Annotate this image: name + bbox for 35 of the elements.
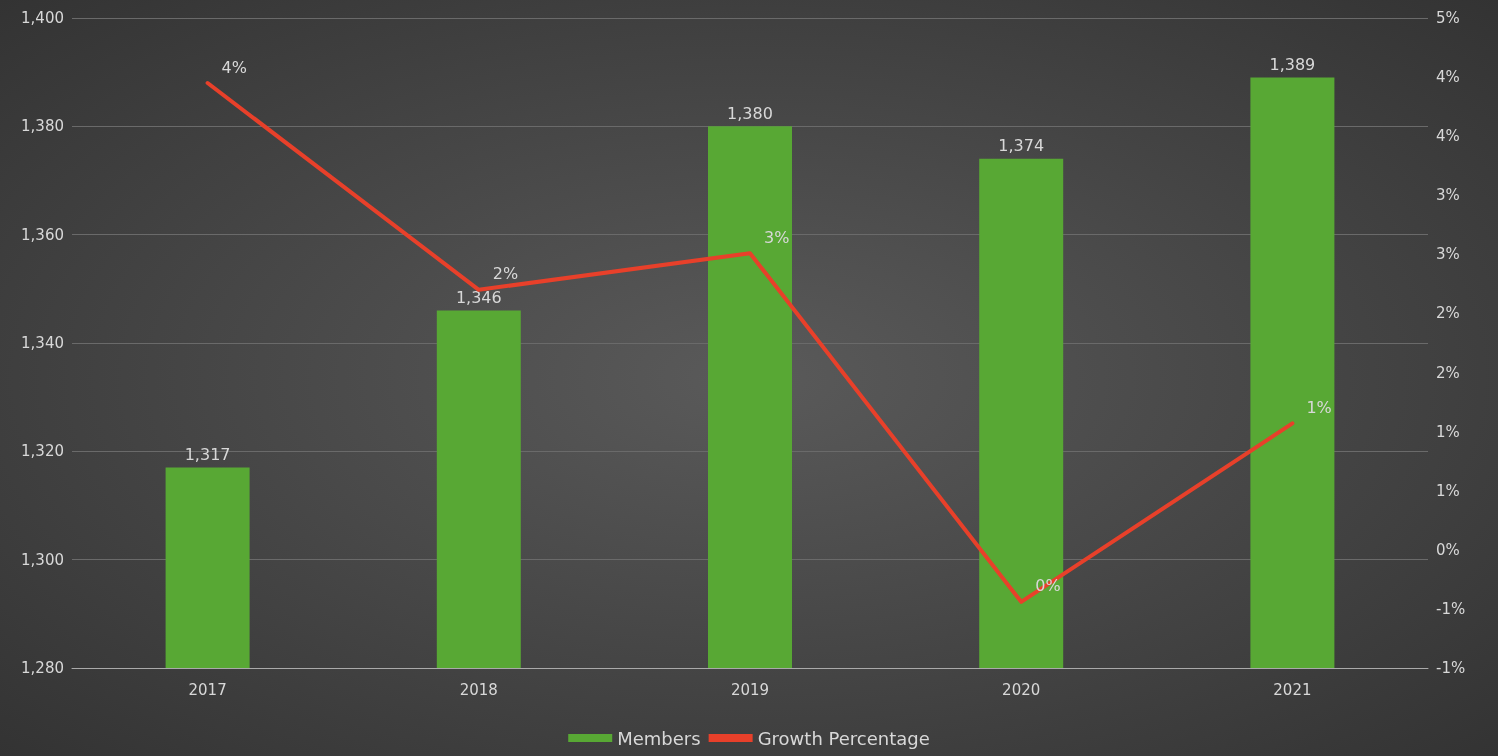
y-tick-label: 1,280 — [21, 659, 64, 677]
x-tick-label: 2021 — [1273, 680, 1312, 699]
y2-tick-label: 3% — [1436, 245, 1460, 264]
y2-tick-label: 4% — [1436, 68, 1460, 87]
y-tick-label: 1,360 — [21, 225, 64, 244]
y2-tick-label: 1% — [1436, 422, 1460, 441]
y2-tick-label: 0% — [1436, 540, 1460, 559]
y2-tick-label: -1% — [1436, 659, 1466, 677]
y2-tick-label: 2% — [1436, 363, 1460, 382]
data-label: 1,346 — [455, 288, 502, 307]
data-label: 1,374 — [998, 136, 1045, 156]
y-tick-label: 1,300 — [21, 550, 64, 569]
y2-tick-label: 3% — [1436, 186, 1460, 205]
x-tick-label: 2018 — [459, 680, 498, 699]
data-label: 2% — [492, 264, 519, 284]
y2-tick-label: 4% — [1436, 127, 1460, 146]
y-tick-label: 1,380 — [21, 117, 64, 136]
x-tick-label: 2019 — [730, 680, 770, 699]
x-tick-label: 2020 — [1002, 680, 1041, 699]
legend-label: Members — [617, 727, 701, 749]
data-label: 1% — [1306, 397, 1332, 417]
y2-tick-label: 1% — [1436, 481, 1460, 500]
y2-tick-label: 5% — [1436, 9, 1460, 27]
y2-tick-label: 2% — [1436, 304, 1460, 323]
y2-tick-label: -1% — [1436, 599, 1466, 618]
y-tick-label: 1,340 — [21, 334, 64, 352]
legend-label: Growth Percentage — [757, 727, 930, 749]
data-label: 3% — [764, 227, 790, 247]
data-label: 1,317 — [184, 445, 231, 465]
data-label: 4% — [221, 57, 247, 77]
data-label: 1,389 — [1269, 55, 1316, 75]
y-tick-label: 1,320 — [21, 442, 64, 461]
data-label: 1,380 — [727, 103, 773, 123]
y-tick-label: 1,400 — [21, 9, 64, 27]
x-tick-label: 2017 — [188, 680, 227, 699]
